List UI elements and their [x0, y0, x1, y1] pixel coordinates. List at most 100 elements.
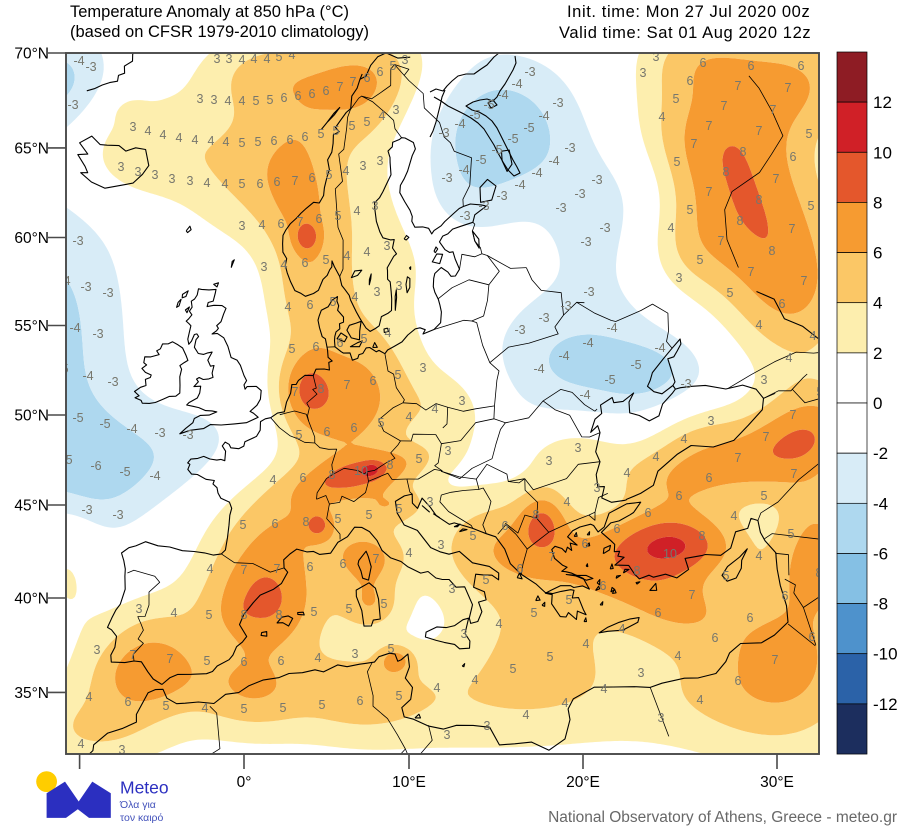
svg-text:Meteo: Meteo	[120, 778, 169, 798]
svg-text:3: 3	[135, 165, 142, 179]
svg-text:5: 5	[395, 368, 402, 382]
svg-text:5: 5	[547, 650, 554, 664]
svg-text:4: 4	[472, 673, 479, 687]
svg-text:4: 4	[810, 329, 817, 343]
svg-text:6: 6	[687, 74, 694, 88]
svg-text:3: 3	[396, 279, 403, 293]
svg-text:6: 6	[712, 631, 719, 645]
svg-text:4: 4	[786, 351, 793, 365]
svg-text:4: 4	[208, 134, 215, 148]
svg-text:7: 7	[706, 185, 713, 199]
svg-text:3: 3	[119, 743, 126, 757]
svg-text:3: 3	[239, 219, 246, 233]
svg-text:5: 5	[276, 50, 283, 64]
svg-text:7: 7	[344, 378, 351, 392]
svg-text:5: 5	[697, 253, 704, 267]
svg-text:10°E: 10°E	[392, 774, 426, 791]
svg-text:7: 7	[770, 103, 777, 117]
svg-text:-3: -3	[514, 323, 525, 337]
svg-text:7: 7	[791, 467, 798, 481]
svg-text:0: 0	[873, 394, 882, 413]
svg-text:6: 6	[790, 150, 797, 164]
svg-text:8: 8	[740, 145, 747, 159]
svg-text:3: 3	[393, 103, 400, 117]
svg-text:5: 5	[483, 573, 490, 587]
svg-text:4: 4	[659, 110, 666, 124]
svg-text:5: 5	[319, 698, 326, 712]
svg-text:6: 6	[645, 506, 652, 520]
svg-text:6: 6	[307, 560, 314, 574]
svg-text:4: 4	[406, 546, 413, 560]
svg-text:-10: -10	[873, 645, 898, 664]
svg-text:5: 5	[335, 209, 342, 223]
svg-text:4: 4	[354, 204, 361, 218]
svg-text:3: 3	[152, 168, 159, 182]
svg-text:6: 6	[748, 59, 755, 73]
svg-text:2: 2	[873, 344, 882, 363]
svg-text:3: 3	[484, 719, 491, 733]
svg-text:-3: -3	[154, 426, 165, 440]
svg-text:-3: -3	[102, 286, 113, 300]
svg-text:5: 5	[330, 295, 337, 309]
svg-text:7: 7	[292, 174, 299, 188]
svg-text:3: 3	[459, 394, 466, 408]
svg-text:3: 3	[546, 454, 553, 468]
svg-text:8: 8	[387, 458, 394, 472]
svg-text:3: 3	[226, 52, 233, 66]
svg-text:6: 6	[370, 374, 377, 388]
svg-text:4: 4	[873, 294, 882, 313]
svg-text:-5: -5	[630, 358, 641, 372]
svg-text:3: 3	[187, 174, 194, 188]
svg-text:8: 8	[816, 566, 823, 580]
svg-text:65°N: 65°N	[14, 140, 49, 157]
svg-text:5: 5	[241, 702, 248, 716]
svg-text:-3: -3	[85, 60, 96, 74]
svg-text:-5: -5	[119, 465, 130, 479]
svg-text:-3: -3	[67, 98, 78, 112]
svg-text:4: 4	[364, 245, 371, 259]
svg-text:5: 5	[674, 155, 681, 169]
svg-text:4: 4	[624, 466, 631, 480]
svg-text:6: 6	[309, 87, 316, 101]
svg-text:-4: -4	[497, 88, 508, 102]
svg-text:3: 3	[402, 53, 409, 67]
svg-text:6: 6	[337, 336, 344, 350]
svg-text:4: 4	[202, 701, 209, 715]
svg-text:60°N: 60°N	[14, 230, 49, 247]
svg-text:4: 4	[653, 450, 660, 464]
svg-text:4: 4	[343, 164, 350, 178]
svg-text:-12: -12	[873, 695, 898, 714]
svg-text:4: 4	[385, 326, 392, 340]
svg-text:-3: -3	[72, 234, 83, 248]
svg-text:5: 5	[378, 416, 385, 430]
svg-text:5: 5	[531, 606, 538, 620]
svg-text:-6: -6	[90, 459, 101, 473]
svg-text:55°N: 55°N	[14, 318, 49, 335]
svg-text:4: 4	[583, 637, 590, 651]
svg-text:3: 3	[594, 481, 601, 495]
svg-text:5: 5	[296, 428, 303, 442]
svg-text:5: 5	[349, 119, 356, 133]
svg-text:3: 3	[449, 582, 456, 596]
svg-text:6: 6	[300, 471, 307, 485]
svg-text:20°E: 20°E	[566, 774, 600, 791]
svg-text:5: 5	[333, 124, 340, 138]
svg-text:5: 5	[204, 654, 211, 668]
svg-text:4: 4	[379, 109, 386, 123]
svg-text:3: 3	[130, 120, 137, 134]
svg-text:10: 10	[354, 464, 368, 478]
svg-text:3: 3	[372, 199, 379, 213]
svg-text:3: 3	[445, 444, 452, 458]
svg-text:7: 7	[689, 588, 696, 602]
svg-text:6: 6	[735, 674, 742, 688]
svg-text:7: 7	[292, 385, 299, 399]
svg-text:-4: -4	[514, 178, 525, 192]
svg-text:6: 6	[779, 297, 786, 311]
svg-text:4: 4	[681, 432, 688, 446]
svg-text:6: 6	[278, 654, 285, 668]
svg-text:-4: -4	[579, 388, 590, 402]
svg-text:4: 4	[523, 708, 530, 722]
svg-text:10: 10	[663, 547, 677, 561]
svg-text:5: 5	[510, 662, 517, 676]
svg-text:4: 4	[564, 495, 571, 509]
